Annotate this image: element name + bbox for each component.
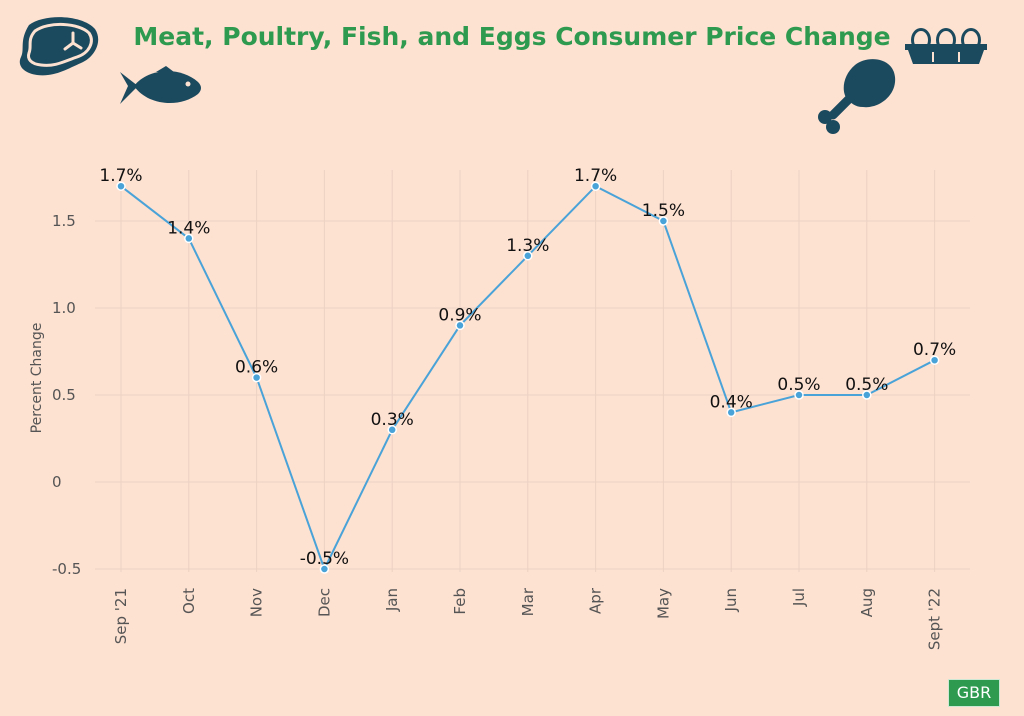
x-tick-label: Apr [587, 587, 605, 614]
fish-icon [120, 66, 201, 104]
data-point [794, 390, 804, 400]
axes: -0.5 0 0.5 1.0 1.5 Percent Change Sep '21 Oct No… [29, 212, 944, 650]
data-point [251, 372, 262, 383]
x-tick-label: Sep '21 [112, 588, 130, 644]
data-point [184, 233, 194, 244]
x-tick-label: Oct [180, 588, 198, 614]
data-labels: 1.7% 1.4% 0.6% -0.5% 0.3% 0.9% 1.3% 1.7% 1.5% 0.4… [99, 166, 956, 569]
x-tick-label: Feb [451, 588, 469, 615]
data-point [658, 216, 669, 226]
y-tick-label: 0.5 [52, 386, 76, 404]
data-point [455, 320, 465, 331]
y-tick-label: 0 [52, 473, 62, 491]
grid [95, 170, 970, 572]
data-label: 0.7% [913, 340, 956, 360]
x-tick-label: Mar [519, 587, 537, 616]
x-tick-label: Jul [790, 588, 808, 607]
data-point [726, 407, 736, 418]
y-tick-label: -0.5 [52, 560, 81, 578]
data-label: 0.5% [845, 375, 888, 395]
data-label: 1.3% [506, 236, 549, 256]
data-point [929, 355, 940, 365]
data-label: 0.3% [371, 410, 414, 430]
data-label: 1.5% [642, 201, 685, 221]
data-label: 0.9% [438, 305, 481, 325]
steak-icon [19, 17, 99, 76]
data-label: 0.4% [710, 392, 753, 412]
data-point [319, 564, 330, 574]
x-tick-label: Nov [248, 588, 266, 617]
data-label: 1.7% [99, 166, 142, 186]
data-label: 1.7% [574, 166, 617, 186]
source-badge: GBR [948, 679, 1000, 707]
x-tick-label: Sept '22 [926, 588, 944, 650]
y-axis-title: Percent Change [29, 323, 45, 434]
data-point [862, 390, 872, 400]
data-points [116, 181, 940, 574]
drumstick-icon [818, 59, 896, 134]
data-point [590, 181, 601, 191]
x-tick-label: Dec [315, 588, 333, 617]
y-tick-label: 1.5 [52, 212, 76, 230]
data-point [523, 251, 533, 261]
chart-title: Meat, Poultry, Fish, and Eggs Consumer P… [133, 22, 891, 51]
egg-carton-icon [905, 28, 987, 64]
data-label: 0.5% [777, 375, 820, 395]
x-tick-label: Aug [858, 588, 876, 617]
data-label: 1.4% [167, 218, 210, 238]
data-point [387, 425, 397, 435]
y-tick-label: 1.0 [52, 299, 76, 317]
x-tick-label: Jan [383, 588, 401, 612]
x-tick-label: Jun [722, 588, 740, 612]
data-label: 0.6% [235, 358, 278, 378]
data-point [116, 181, 126, 191]
data-label: -0.5% [300, 549, 349, 569]
x-tick-label: May [654, 588, 672, 619]
